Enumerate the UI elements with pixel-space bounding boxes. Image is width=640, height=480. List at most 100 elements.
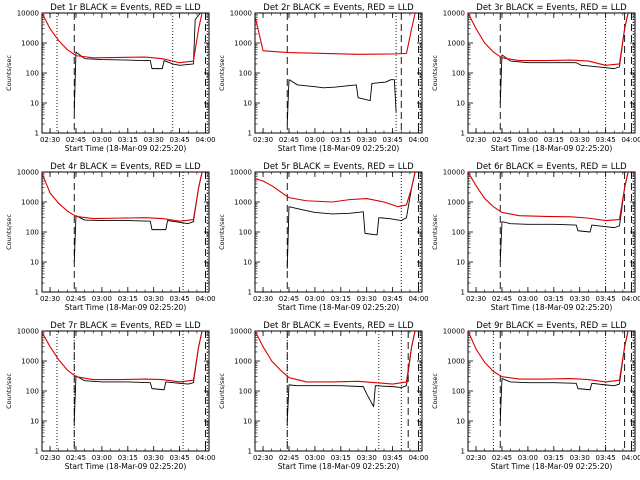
x-tick-label: 02:45 — [66, 295, 86, 303]
y-tick-label: 100 — [26, 388, 39, 396]
y-axis-label: Counts/sec — [431, 55, 439, 91]
x-tick-label: 03:30 — [570, 136, 590, 144]
events-rate-line — [499, 172, 629, 263]
lld-rate-line — [468, 331, 629, 383]
x-tick-label: 02:45 — [492, 136, 512, 144]
y-tick-label: 100 — [239, 388, 252, 396]
lld-rate-line — [255, 331, 416, 385]
x-tick-label: 03:45 — [383, 136, 403, 144]
y-tick-label: 100 — [452, 388, 465, 396]
y-tick-label: 1 — [248, 130, 252, 138]
y-tick-label: 1 — [35, 448, 39, 456]
x-tick-label: 03:30 — [357, 295, 377, 303]
x-tick-label: 04:00 — [621, 136, 640, 144]
detector-panel: Det 5r BLACK = Events, RED = LLD 1 10 100 10… — [218, 162, 429, 312]
x-tick-label: 03:15 — [118, 136, 138, 144]
panel-title: Det 2r BLACK = Events, RED = LLD — [263, 3, 414, 13]
y-tick-label: 10 — [243, 100, 252, 108]
x-tick-label: 02:30 — [466, 136, 486, 144]
x-tick-label: 03:00 — [305, 454, 325, 462]
y-tick-label: 10000 — [230, 328, 252, 336]
y-tick-label: 1000 — [21, 199, 39, 207]
detector-panel: Det 8r BLACK = Events, RED = LLD 1 10 100 10… — [218, 321, 429, 471]
y-tick-label: 1 — [461, 448, 465, 456]
x-tick-label: 03:00 — [305, 295, 325, 303]
y-tick-label: 100 — [26, 70, 39, 78]
x-tick-label: 02:30 — [40, 136, 60, 144]
lld-rate-line — [255, 172, 416, 208]
y-tick-label: 10000 — [443, 328, 465, 336]
x-tick-label: 03:45 — [383, 295, 403, 303]
x-tick-label: 03:15 — [331, 454, 351, 462]
lld-rate-line — [42, 172, 203, 222]
x-tick-label: 03:45 — [596, 295, 616, 303]
x-axis-label: Start Time (18-Mar-09 02:25:20) — [278, 462, 400, 471]
y-tick-label: 10000 — [17, 10, 39, 18]
y-tick-label: 100 — [26, 229, 39, 237]
y-tick-label: 1000 — [447, 199, 465, 207]
y-axis-label: Counts/sec — [218, 373, 226, 409]
y-tick-label: 100 — [452, 70, 465, 78]
x-tick-label: 03:45 — [596, 136, 616, 144]
x-tick-label: 03:30 — [570, 295, 590, 303]
x-tick-label: 03:00 — [92, 136, 112, 144]
y-axis-label: Counts/sec — [218, 55, 226, 91]
x-axis-label: Start Time (18-Mar-09 02:25:20) — [491, 303, 613, 312]
detector-panel: Det 2r BLACK = Events, RED = LLD 1 10 100 10… — [218, 3, 429, 153]
x-tick-label: 04:00 — [621, 295, 640, 303]
y-tick-label: 1 — [248, 289, 252, 297]
x-axis-label: Start Time (18-Mar-09 02:25:20) — [491, 144, 613, 153]
panel-title: Det 5r BLACK = Events, RED = LLD — [263, 162, 414, 172]
lld-rate-line — [42, 331, 203, 383]
detector-panel: Det 6r BLACK = Events, RED = LLD 1 10 100 10… — [431, 162, 640, 312]
y-tick-label: 10000 — [443, 10, 465, 18]
detector-panel: Det 3r BLACK = Events, RED = LLD 1 10 100 10… — [431, 3, 640, 153]
y-tick-label: 100 — [239, 70, 252, 78]
y-tick-label: 1000 — [21, 358, 39, 366]
x-tick-label: 03:30 — [144, 136, 164, 144]
y-tick-label: 10 — [243, 418, 252, 426]
y-tick-label: 10000 — [443, 169, 465, 177]
y-tick-label: 1000 — [21, 40, 39, 48]
y-axis-label: Counts/sec — [431, 373, 439, 409]
y-tick-label: 1000 — [447, 358, 465, 366]
y-tick-label: 10 — [456, 100, 465, 108]
x-tick-label: 03:45 — [170, 295, 190, 303]
x-axis-label: Start Time (18-Mar-09 02:25:20) — [278, 303, 400, 312]
y-axis-label: Counts/sec — [5, 55, 13, 91]
lld-rate-line — [468, 172, 629, 222]
detector-panel: Det 7r BLACK = Events, RED = LLD 1 10 100 10… — [5, 321, 216, 471]
events-rate-line — [73, 172, 203, 263]
x-tick-label: 04:00 — [195, 295, 215, 303]
x-tick-label: 02:45 — [279, 454, 299, 462]
x-tick-label: 03:45 — [170, 454, 190, 462]
y-tick-label: 1 — [35, 130, 39, 138]
x-tick-label: 03:45 — [170, 136, 190, 144]
x-tick-label: 02:45 — [279, 136, 299, 144]
y-tick-label: 1 — [248, 448, 252, 456]
x-tick-label: 04:00 — [408, 136, 428, 144]
x-tick-label: 03:15 — [544, 454, 564, 462]
x-tick-label: 02:30 — [466, 454, 486, 462]
x-tick-label: 03:00 — [518, 454, 538, 462]
x-tick-label: 03:00 — [92, 295, 112, 303]
events-rate-line — [286, 79, 397, 124]
x-tick-label: 04:00 — [621, 454, 640, 462]
x-tick-label: 02:30 — [40, 295, 60, 303]
y-axis-label: Counts/sec — [431, 214, 439, 250]
x-tick-label: 03:15 — [331, 295, 351, 303]
y-tick-label: 1 — [35, 289, 39, 297]
x-tick-label: 03:30 — [144, 295, 164, 303]
x-tick-label: 02:30 — [40, 454, 60, 462]
x-tick-label: 03:00 — [518, 295, 538, 303]
x-tick-label: 03:30 — [144, 454, 164, 462]
y-tick-label: 100 — [452, 229, 465, 237]
x-tick-label: 03:15 — [544, 136, 564, 144]
y-tick-label: 1000 — [234, 358, 252, 366]
x-tick-label: 03:00 — [518, 136, 538, 144]
x-tick-label: 03:15 — [118, 454, 138, 462]
y-tick-label: 10 — [243, 259, 252, 267]
x-tick-label: 03:00 — [305, 136, 325, 144]
y-tick-label: 10000 — [230, 10, 252, 18]
